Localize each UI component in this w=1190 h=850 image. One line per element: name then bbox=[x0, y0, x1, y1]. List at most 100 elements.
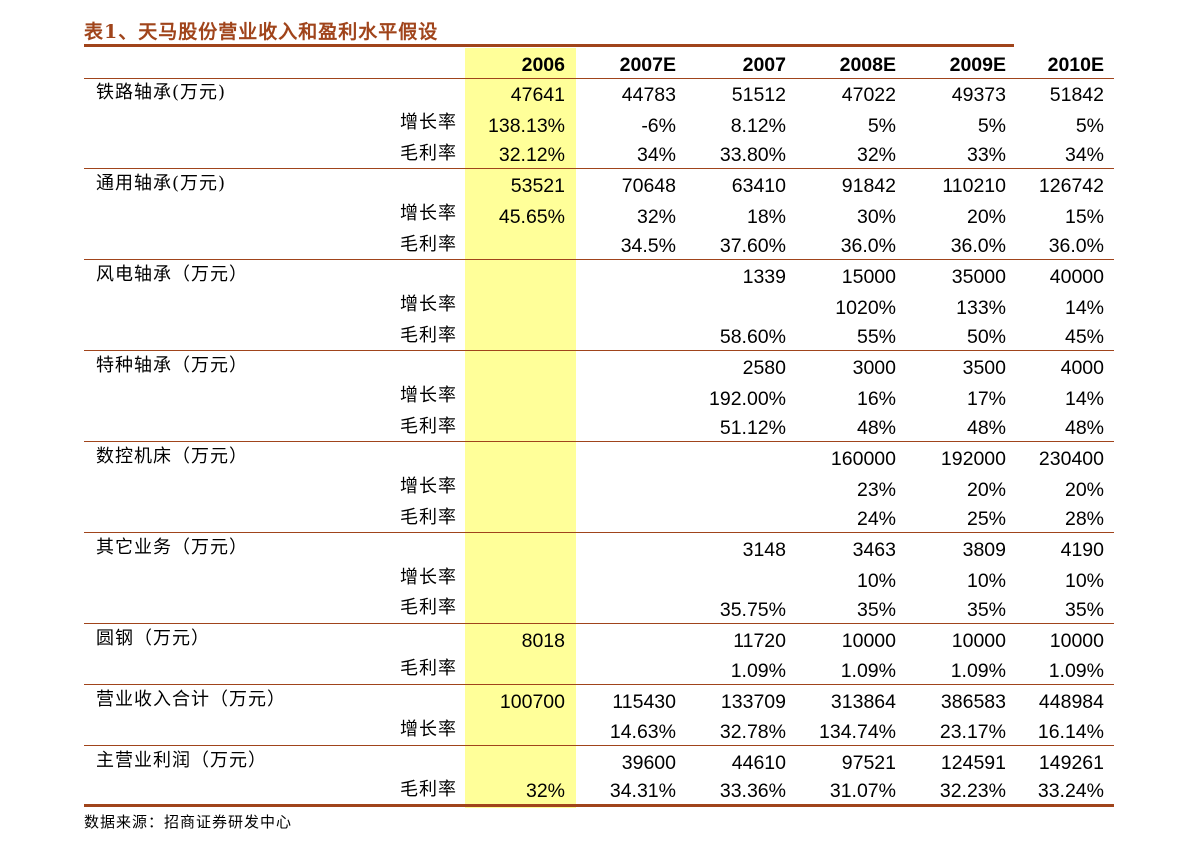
cell-value: 33.24% bbox=[1016, 775, 1114, 808]
cell-value bbox=[465, 563, 575, 593]
cell-value: 49373 bbox=[951, 84, 1006, 107]
cell-value: 313864 bbox=[830, 690, 896, 713]
subrow-label: 毛利率 bbox=[282, 320, 465, 352]
revenue-assumption-table: 2006 2007E 2007 2008E 2009E 2010E 铁路轴承(万… bbox=[84, 48, 1114, 808]
cell-value: 91842 bbox=[841, 175, 896, 198]
cell-value: 30% bbox=[856, 205, 896, 228]
cell-value: 16% bbox=[856, 387, 896, 410]
table-title: 表1、天马股份营业收入和盈利水平假设 bbox=[84, 21, 439, 43]
cell-value: 47022 bbox=[841, 84, 896, 107]
cell-value: 1339 bbox=[742, 266, 786, 289]
cell-value: 36.0% bbox=[1016, 229, 1114, 261]
row-label: 数控机床（万元） bbox=[96, 446, 248, 468]
cell-value: 25% bbox=[906, 502, 1016, 534]
cell-value: 23.17% bbox=[906, 714, 1016, 746]
table-subrow: 增长率 192.00% 16% 17% 14% bbox=[84, 381, 1114, 411]
subrow-label: 增长率 bbox=[400, 567, 457, 589]
cell-value bbox=[465, 745, 575, 775]
cell-value: 34% bbox=[575, 138, 686, 170]
cell-value: 14.63% bbox=[575, 714, 686, 746]
cell-value bbox=[465, 714, 575, 746]
table-row: 其它业务（万元） 3148 3463 3809 4190 bbox=[84, 533, 1114, 563]
row-label: 特种轴承（万元） bbox=[96, 355, 248, 377]
cell-value: 32% bbox=[796, 138, 906, 170]
cell-value: 16.14% bbox=[1016, 714, 1114, 746]
cell-value: 10% bbox=[856, 569, 896, 592]
column-header: 2007 bbox=[686, 48, 796, 79]
cell-value: 448984 bbox=[1038, 690, 1104, 713]
cell-value: 1.09% bbox=[906, 654, 1016, 686]
cell-value: 126742 bbox=[1038, 175, 1104, 198]
cell-value: 37.60% bbox=[686, 229, 796, 261]
cell-value: 124591 bbox=[940, 751, 1006, 774]
cell-value: 149261 bbox=[1038, 751, 1104, 774]
cell-value: 24% bbox=[796, 502, 906, 534]
cell-value bbox=[465, 533, 575, 563]
cell-value: 97521 bbox=[841, 751, 896, 774]
cell-value: 17% bbox=[966, 387, 1006, 410]
cell-value: 134.74% bbox=[796, 714, 906, 746]
cell-value: 3500 bbox=[962, 357, 1006, 380]
cell-value: 230400 bbox=[1038, 448, 1104, 471]
cell-value: 63410 bbox=[731, 175, 786, 198]
cell-value: 32.12% bbox=[465, 138, 575, 170]
cell-value bbox=[465, 654, 575, 686]
table-subrow: 毛利率 1.09% 1.09% 1.09% 1.09% bbox=[84, 654, 1114, 686]
cell-value: 36.0% bbox=[796, 229, 906, 261]
cell-value: 11720 bbox=[733, 630, 786, 653]
table-subrow: 增长率 23% 20% 20% bbox=[84, 472, 1114, 502]
cell-value: 39600 bbox=[621, 751, 676, 774]
cell-value: 35.75% bbox=[686, 593, 796, 625]
cell-value bbox=[686, 472, 796, 502]
cell-value: 51512 bbox=[731, 84, 786, 107]
table-row: 特种轴承（万元） 2580 3000 3500 4000 bbox=[84, 351, 1114, 381]
subrow-label: 毛利率 bbox=[282, 775, 465, 808]
cell-value: 35% bbox=[906, 593, 1016, 625]
cell-value: 4190 bbox=[1060, 539, 1104, 562]
cell-value: 50% bbox=[906, 320, 1016, 352]
subrow-label: 增长率 bbox=[400, 203, 457, 225]
table-row: 营业收入合计（万元） 100700 115430 133709 313864 386583… bbox=[84, 685, 1114, 715]
subrow-label: 毛利率 bbox=[282, 654, 465, 686]
cell-value: 58.60% bbox=[686, 320, 796, 352]
cell-value: 5% bbox=[1075, 114, 1104, 137]
cell-value: 5% bbox=[867, 114, 896, 137]
cell-value bbox=[575, 320, 686, 352]
cell-value bbox=[575, 411, 686, 443]
subrow-label: 毛利率 bbox=[282, 229, 465, 261]
table-subrow: 增长率 10% 10% 10% bbox=[84, 563, 1114, 593]
cell-value: 53521 bbox=[510, 175, 565, 198]
cell-value: 10000 bbox=[1049, 630, 1104, 653]
cell-value bbox=[575, 654, 686, 686]
cell-value: 20% bbox=[966, 478, 1006, 501]
cell-value: 1.09% bbox=[1016, 654, 1114, 686]
cell-value bbox=[575, 472, 686, 502]
row-label: 主营业利润（万元） bbox=[96, 749, 267, 771]
subrow-label: 毛利率 bbox=[282, 411, 465, 443]
table-subrow: 毛利率 58.60% 55% 50% 45% bbox=[84, 320, 1114, 352]
cell-value: 100700 bbox=[499, 690, 565, 713]
row-label: 铁路轴承(万元) bbox=[96, 82, 227, 104]
cell-value: 35% bbox=[796, 593, 906, 625]
cell-value: 5% bbox=[977, 114, 1006, 137]
subrow-label: 增长率 bbox=[400, 294, 457, 316]
cell-value: 33% bbox=[906, 138, 1016, 170]
cell-value bbox=[575, 593, 686, 625]
table-row: 数控机床（万元） 160000 192000 230400 bbox=[84, 442, 1114, 472]
cell-value: 32% bbox=[636, 205, 676, 228]
table-subrow: 毛利率 32.12% 34% 33.80% 32% 33% 34% bbox=[84, 138, 1114, 170]
cell-value: 10% bbox=[1064, 569, 1104, 592]
cell-value: 34% bbox=[1016, 138, 1114, 170]
cell-value: 44783 bbox=[621, 84, 676, 107]
cell-value: 48% bbox=[1016, 411, 1114, 443]
cell-value bbox=[465, 320, 575, 352]
cell-value: 1.09% bbox=[686, 654, 796, 686]
cell-value: 160000 bbox=[830, 448, 896, 471]
cell-value: 18% bbox=[746, 205, 786, 228]
cell-value: 36.0% bbox=[906, 229, 1016, 261]
subrow-label: 增长率 bbox=[400, 112, 457, 134]
cell-value: 3148 bbox=[742, 539, 786, 562]
cell-value: 31.07% bbox=[796, 775, 906, 808]
cell-value: 110210 bbox=[942, 175, 1006, 198]
cell-value bbox=[575, 563, 686, 593]
